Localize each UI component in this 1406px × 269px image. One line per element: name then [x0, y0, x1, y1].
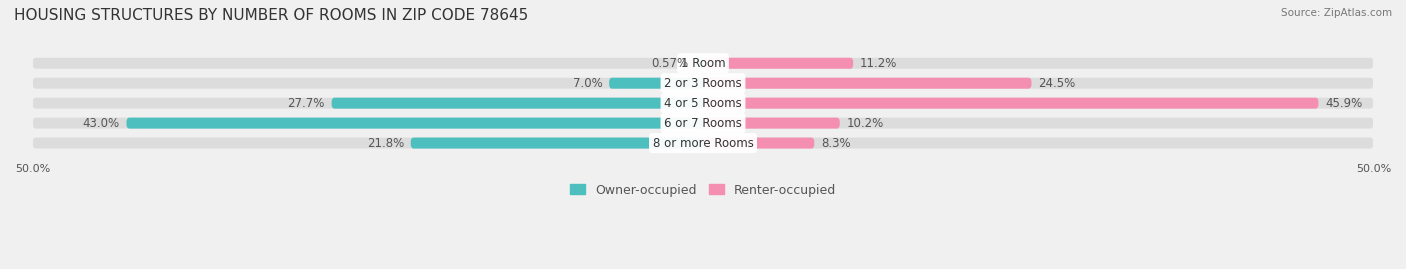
Text: 24.5%: 24.5%: [1038, 77, 1076, 90]
FancyBboxPatch shape: [411, 137, 703, 148]
FancyBboxPatch shape: [703, 98, 1319, 109]
Text: 8 or more Rooms: 8 or more Rooms: [652, 137, 754, 150]
Text: 6 or 7 Rooms: 6 or 7 Rooms: [664, 116, 742, 130]
Text: 0.57%: 0.57%: [651, 57, 689, 70]
Text: 1 Room: 1 Room: [681, 57, 725, 70]
FancyBboxPatch shape: [32, 137, 1374, 148]
FancyBboxPatch shape: [32, 58, 1374, 69]
Legend: Owner-occupied, Renter-occupied: Owner-occupied, Renter-occupied: [569, 184, 837, 197]
FancyBboxPatch shape: [703, 118, 839, 129]
FancyBboxPatch shape: [703, 58, 853, 69]
FancyBboxPatch shape: [332, 98, 703, 109]
FancyBboxPatch shape: [32, 118, 1374, 129]
Text: 10.2%: 10.2%: [846, 116, 884, 130]
Text: 27.7%: 27.7%: [288, 97, 325, 110]
Text: 43.0%: 43.0%: [83, 116, 120, 130]
Text: 21.8%: 21.8%: [367, 137, 404, 150]
FancyBboxPatch shape: [32, 78, 1374, 89]
FancyBboxPatch shape: [127, 118, 703, 129]
Text: 2 or 3 Rooms: 2 or 3 Rooms: [664, 77, 742, 90]
FancyBboxPatch shape: [696, 58, 703, 69]
FancyBboxPatch shape: [32, 98, 1374, 109]
Text: 11.2%: 11.2%: [860, 57, 897, 70]
FancyBboxPatch shape: [703, 137, 814, 148]
FancyBboxPatch shape: [609, 78, 703, 89]
Text: 7.0%: 7.0%: [572, 77, 602, 90]
FancyBboxPatch shape: [703, 78, 1032, 89]
Text: 45.9%: 45.9%: [1324, 97, 1362, 110]
Text: HOUSING STRUCTURES BY NUMBER OF ROOMS IN ZIP CODE 78645: HOUSING STRUCTURES BY NUMBER OF ROOMS IN…: [14, 8, 529, 23]
Text: 4 or 5 Rooms: 4 or 5 Rooms: [664, 97, 742, 110]
Text: 8.3%: 8.3%: [821, 137, 851, 150]
Text: Source: ZipAtlas.com: Source: ZipAtlas.com: [1281, 8, 1392, 18]
